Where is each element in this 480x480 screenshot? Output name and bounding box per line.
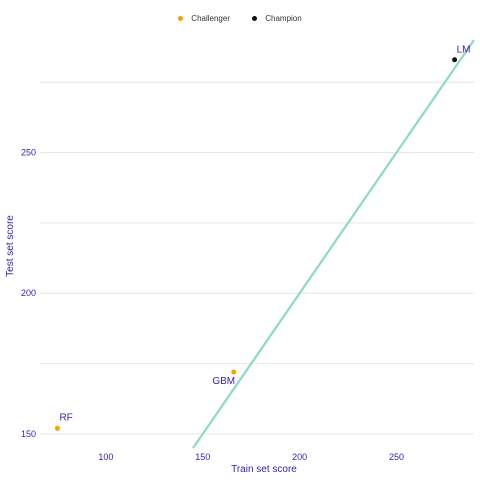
reference-line xyxy=(192,39,475,449)
y-tick-label-250: 250 xyxy=(21,148,36,158)
y-axis-title: Test set score xyxy=(5,215,16,277)
point-rf xyxy=(54,425,60,431)
legend-dot-challenger xyxy=(178,16,184,21)
point-label-lm: LM xyxy=(457,45,471,56)
legend-item-champion: Champion xyxy=(252,14,302,23)
reference-line-group xyxy=(192,39,475,449)
legend-label-challenger: Challenger xyxy=(191,14,230,23)
tick-labels: 100 150 200 250 150 200 250 xyxy=(21,148,404,462)
x-tick-label-200: 200 xyxy=(292,452,307,462)
legend: Challenger Champion xyxy=(0,14,480,23)
points-group: RF GBM LM xyxy=(54,45,471,431)
point-gbm xyxy=(231,369,237,375)
gridlines xyxy=(40,81,474,435)
legend-label-champion: Champion xyxy=(265,14,302,23)
point-label-rf: RF xyxy=(59,412,72,423)
x-tick-label-100: 100 xyxy=(98,452,113,462)
point-lm xyxy=(452,57,458,63)
y-tick-label-200: 200 xyxy=(21,288,36,298)
y-tick-label-150: 150 xyxy=(21,429,36,439)
x-tick-label-150: 150 xyxy=(195,452,210,462)
x-axis-title: Train set score xyxy=(231,464,297,475)
point-label-gbm: GBM xyxy=(212,376,235,387)
x-tick-label-250: 250 xyxy=(389,452,404,462)
legend-item-challenger: Challenger xyxy=(178,14,230,23)
legend-dot-champion xyxy=(252,16,258,21)
